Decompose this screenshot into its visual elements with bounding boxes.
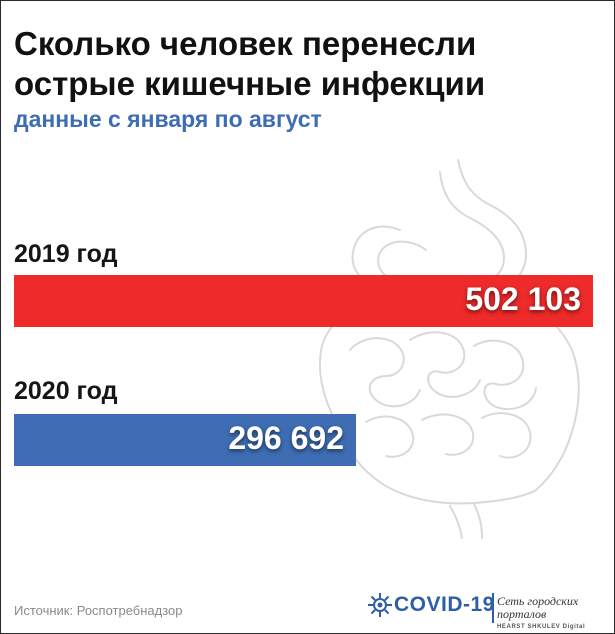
bar-label-2020: 2020 год bbox=[14, 377, 118, 405]
covid-logo: COVID-19 bbox=[367, 592, 495, 618]
logo-separator bbox=[492, 593, 494, 623]
covid-logo-text: COVID-19 bbox=[394, 593, 495, 616]
bar-value-2019: 502 103 bbox=[465, 281, 581, 317]
chart-title: Сколько человек перенесли острые кишечны… bbox=[14, 25, 486, 102]
virus-icon bbox=[368, 593, 392, 617]
bar-value-2020: 296 692 bbox=[228, 420, 344, 456]
network-logo-sub: HEARST SHKULEV Digital bbox=[497, 624, 586, 630]
bar-label-2019: 2019 год bbox=[14, 240, 118, 268]
chart-subtitle: данные с января по август bbox=[14, 106, 322, 132]
bar-2019: 502 103 bbox=[14, 275, 593, 327]
network-logo: Сеть городских порталов HEARST SHKULEV D… bbox=[497, 595, 609, 634]
source-note: Источник: Роспотребнадзор bbox=[14, 603, 183, 618]
network-logo-title: Сеть городских порталов bbox=[497, 594, 579, 621]
intestine-illustration bbox=[318, 159, 580, 539]
bar-2020: 296 692 bbox=[14, 414, 356, 466]
